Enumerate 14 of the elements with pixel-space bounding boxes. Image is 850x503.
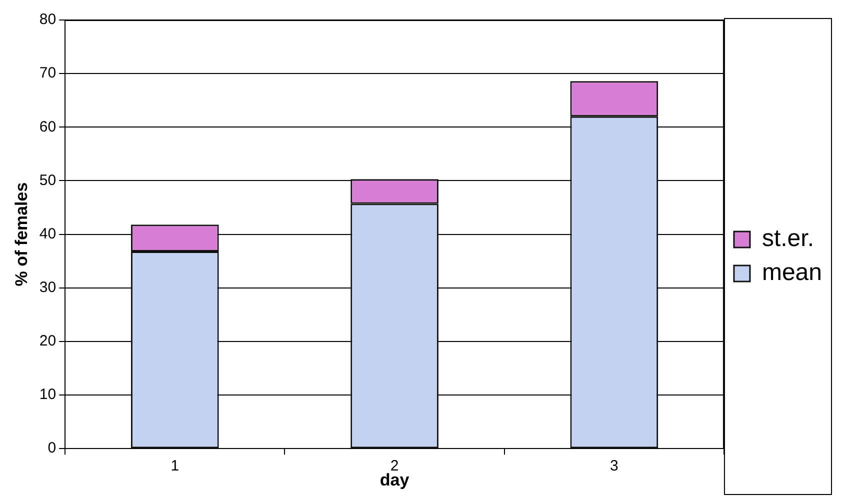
y-tick-label: 40 (39, 225, 56, 242)
y-tick-label: 20 (39, 332, 56, 350)
y-tick-label: 10 (39, 386, 56, 404)
y-tick-label: 30 (39, 279, 56, 296)
y-tick-label: 80 (39, 11, 56, 28)
y-tick-label: 0 (48, 440, 56, 457)
legend-label: st.er. (762, 225, 814, 252)
x-tick-label: 3 (610, 458, 618, 475)
legend-label: mean (762, 259, 822, 286)
y-tick-label: 70 (39, 64, 56, 82)
x-tick-label: 1 (170, 458, 180, 475)
y-tick-label: 50 (39, 172, 56, 189)
y-axis-title: % of females (12, 182, 31, 286)
y-tick-label: 60 (39, 118, 56, 136)
